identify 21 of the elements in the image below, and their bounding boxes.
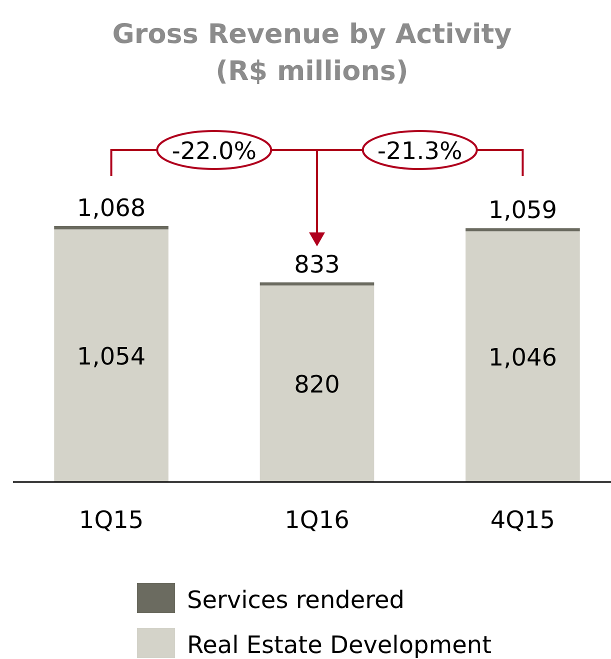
bar <box>260 282 374 286</box>
chart-title: Gross Revenue by Activity <box>112 19 512 50</box>
text: -21.3% <box>377 137 462 165</box>
total-label: 1,059 <box>488 196 558 224</box>
x-tick-label: 1Q15 <box>78 506 144 534</box>
total-label: 1,068 <box>76 194 146 222</box>
x-tick-label: 1Q16 <box>284 506 350 534</box>
data-label: 1,046 <box>488 344 558 372</box>
legend-label: Real Estate Development <box>187 631 492 659</box>
bar <box>54 229 168 482</box>
bar <box>466 228 580 232</box>
bar <box>54 226 168 230</box>
x-tick-label: 4Q15 <box>490 506 556 534</box>
text: -22.0% <box>172 137 257 165</box>
legend-label: Services rendered <box>187 586 404 614</box>
bar <box>260 285 374 482</box>
data-label: 1,054 <box>76 342 146 371</box>
bar <box>466 231 580 482</box>
total-label: 833 <box>294 250 340 278</box>
chart-subtitle: (R$ millions) <box>216 56 408 87</box>
data-label: 820 <box>294 370 340 399</box>
